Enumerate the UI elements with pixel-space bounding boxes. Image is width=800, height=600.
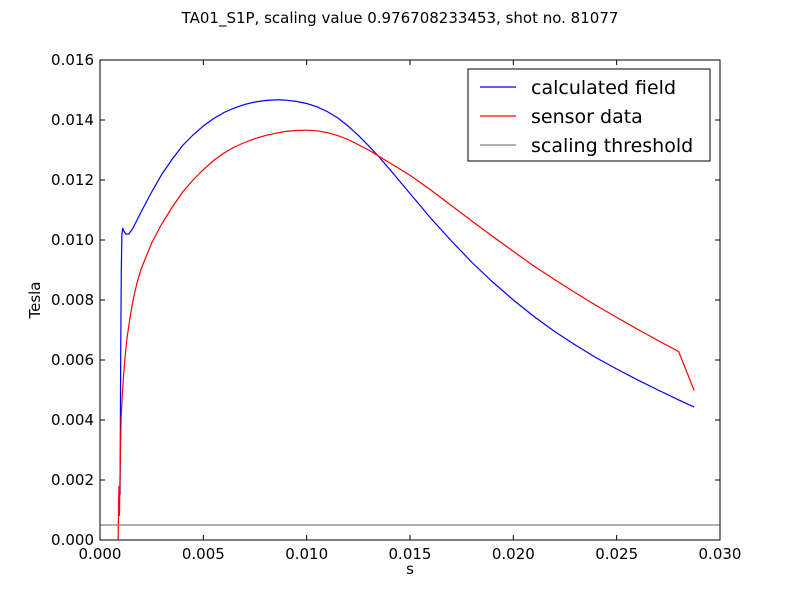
y-tick-label: 0.014 — [51, 111, 94, 129]
legend-box — [467, 68, 711, 162]
legend-label-2: scaling threshold — [531, 135, 693, 157]
y-tick-label: 0.000 — [51, 531, 94, 549]
x-tick-label: 0.025 — [595, 545, 638, 563]
series-layer — [100, 99, 720, 541]
x-tick-label: 0.010 — [285, 545, 328, 563]
legend-label-0: calculated field — [531, 77, 676, 99]
y-tick-label: 0.006 — [51, 351, 94, 369]
legend-label-1: sensor data — [531, 106, 643, 128]
series-line-1 — [117, 129, 695, 541]
y-tick-label: 0.002 — [51, 471, 94, 489]
plot-frame — [99, 59, 721, 541]
chart-title: TA01_S1P, scaling value 0.976708233453, … — [181, 9, 619, 28]
ticks-layer: 0.000 0.005 0.010 0.015 0.020 0.025 0.030 0.000… — [51, 51, 741, 563]
x-tick-label: 0.015 — [389, 545, 432, 563]
y-axis-label: Tesla — [26, 281, 44, 319]
x-tick-label: 0.030 — [699, 545, 742, 563]
x-tick-label: 0.000 — [79, 545, 122, 563]
x-tick-label: 0.020 — [492, 545, 535, 563]
legend: calculated field sensor data scaling thres… — [467, 68, 711, 162]
x-axis-label: s — [406, 560, 414, 578]
y-tick-label: 0.016 — [51, 51, 94, 69]
y-tick-label: 0.010 — [51, 231, 94, 249]
y-tick-label: 0.008 — [51, 291, 94, 309]
series-line-0 — [119, 99, 695, 496]
y-tick-label: 0.012 — [51, 171, 94, 189]
y-tick-label: 0.004 — [51, 411, 94, 429]
x-tick-label: 0.005 — [182, 545, 225, 563]
